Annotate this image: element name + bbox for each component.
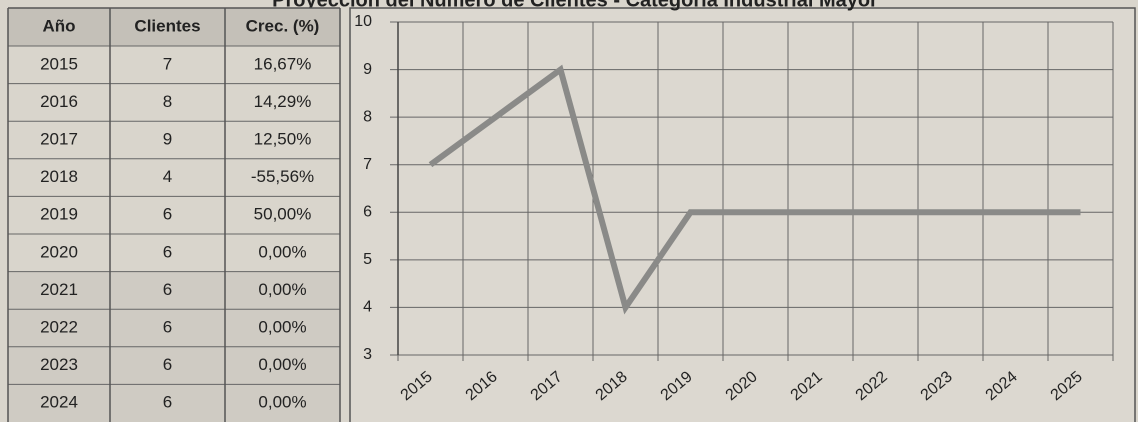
table-header: Crec. (%) [246,16,320,35]
table-row-bg [8,384,340,422]
table-cell: 0,00% [258,393,306,412]
table-cell: -55,56% [251,167,314,186]
table-cell: 2020 [40,242,78,261]
table-cell: 50,00% [254,205,312,224]
table-cell: 2018 [40,167,78,186]
y-tick-label: 8 [363,108,372,125]
y-tick-label: 9 [363,61,372,78]
table-cell: 8 [163,92,172,111]
table-cell: 0,00% [258,355,306,374]
table-cell: 2017 [40,129,78,148]
table-cell: 6 [163,280,172,299]
y-tick-label: 10 [354,13,372,30]
data-line [428,64,1081,315]
table-cell: 2019 [40,205,78,224]
table-cell: 2015 [40,54,78,73]
table-row-bg [8,309,340,347]
table-cell: 2023 [40,355,78,374]
table-cell: 16,67% [254,54,312,73]
table-cell: 6 [163,205,172,224]
table-cell: 0,00% [258,317,306,336]
table-cell: 12,50% [254,129,312,148]
table-cell: 0,00% [258,280,306,299]
table-cell: 2021 [40,280,78,299]
table-cell: 2016 [40,92,78,111]
table-header-bg [8,8,340,46]
y-tick-label: 4 [363,299,372,316]
table-cell: 14,29% [254,92,312,111]
table-cell: 2024 [40,393,78,412]
table-cell: 4 [163,167,172,186]
table-header: Año [42,16,75,35]
table-row-bg [8,346,340,385]
table-cell: 6 [163,355,172,374]
table-cell: 6 [163,393,172,412]
y-tick-label: 3 [363,346,372,363]
table-cell: 9 [163,129,172,148]
table-row-bg [8,271,340,310]
table-header: Clientes [134,16,200,35]
table-cell: 0,00% [258,242,306,261]
y-tick-label: 5 [363,251,372,268]
table-cell: 6 [163,317,172,336]
y-tick-label: 7 [363,156,372,173]
table-cell: 6 [163,242,172,261]
y-tick-label: 6 [363,204,372,221]
table-cell: 2022 [40,317,78,336]
table-cell: 7 [163,54,172,73]
chart-title: Proyección del Número de Clientes - Cate… [272,0,878,11]
